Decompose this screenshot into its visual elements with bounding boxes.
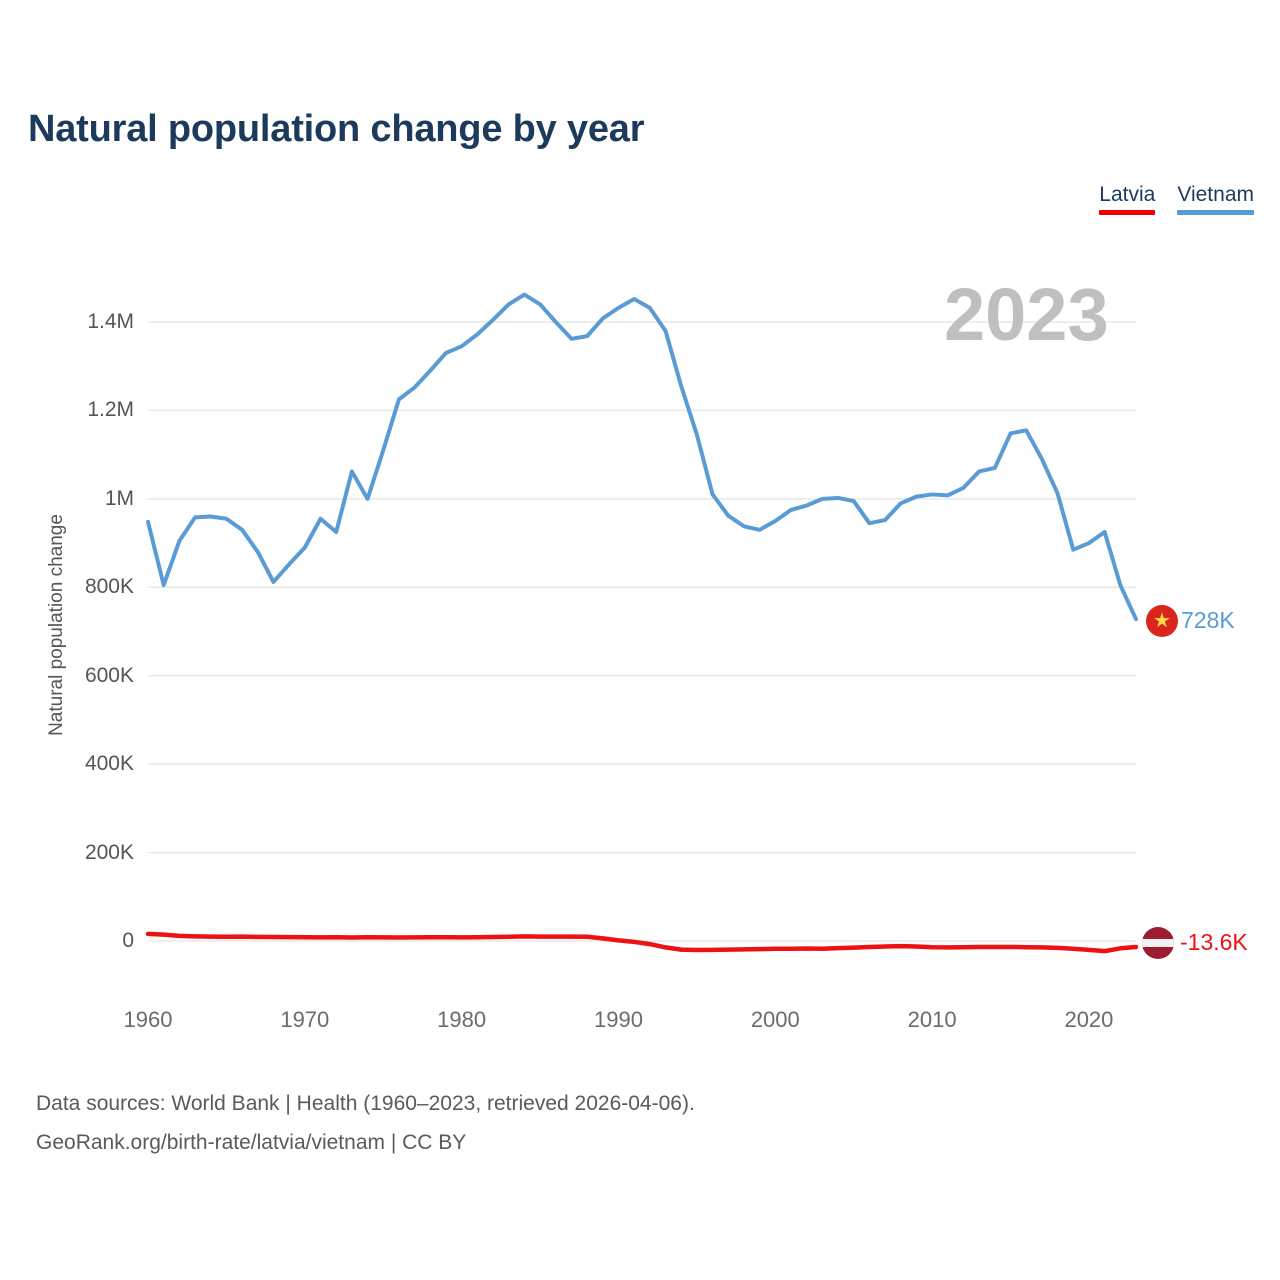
x-axis-tick-label: 2010	[907, 1007, 957, 1032]
footer: Data sources: World Bank | Health (1960–…	[36, 1084, 695, 1162]
x-axis-tick-label: 1990	[593, 1007, 643, 1032]
legend-label-vietnam: Vietnam	[1177, 183, 1254, 206]
page-title: Natural population change by year	[28, 108, 645, 150]
star-icon: ★	[1153, 610, 1171, 632]
y-axis-tick-label: 1.2M	[87, 398, 134, 422]
flag-band	[1142, 939, 1174, 947]
legend: Latvia Vietnam	[1099, 183, 1254, 215]
x-axis-tick-label: 1970	[280, 1007, 330, 1032]
footer-attribution: GeoRank.org/birth-rate/latvia/vietnam | …	[36, 1131, 467, 1154]
legend-label-latvia: Latvia	[1099, 183, 1156, 206]
latvia-flag-icon	[1142, 927, 1174, 959]
y-axis-tick-label: 1.4M	[87, 310, 134, 333]
y-axis-tick-label: 800K	[84, 575, 134, 599]
x-axis-tick-label: 1960	[123, 1007, 173, 1032]
year-watermark: 2023	[944, 273, 1109, 356]
y-axis-tick-label: 1M	[104, 486, 134, 510]
y-axis-tick-label: 0	[122, 929, 134, 952]
vietnam-end-value: 728K	[1181, 607, 1235, 633]
vietnam-flag-icon: ★	[1146, 605, 1178, 637]
series-line-latvia	[145, 931, 1139, 954]
x-axis-tick-label: 2000	[750, 1007, 800, 1032]
y-axis-title: Natural population change	[46, 514, 67, 736]
legend-color-swatch-vietnam	[1177, 210, 1254, 215]
legend-item-vietnam[interactable]: Vietnam	[1177, 183, 1254, 215]
legend-item-latvia[interactable]: Latvia	[1099, 183, 1156, 215]
y-axis-tick-label: 400K	[84, 752, 134, 776]
footer-data-sources: Data sources: World Bank | Health (1960–…	[36, 1092, 695, 1115]
latvia-end-value: -13.6K	[1180, 929, 1248, 955]
y-axis-tick-label: 600K	[84, 663, 134, 687]
x-axis-tick-label: 2020	[1064, 1007, 1114, 1032]
legend-color-swatch-latvia	[1099, 210, 1156, 215]
y-axis-tick-label: 200K	[84, 840, 134, 864]
x-axis-tick-label: 1980	[437, 1007, 487, 1032]
